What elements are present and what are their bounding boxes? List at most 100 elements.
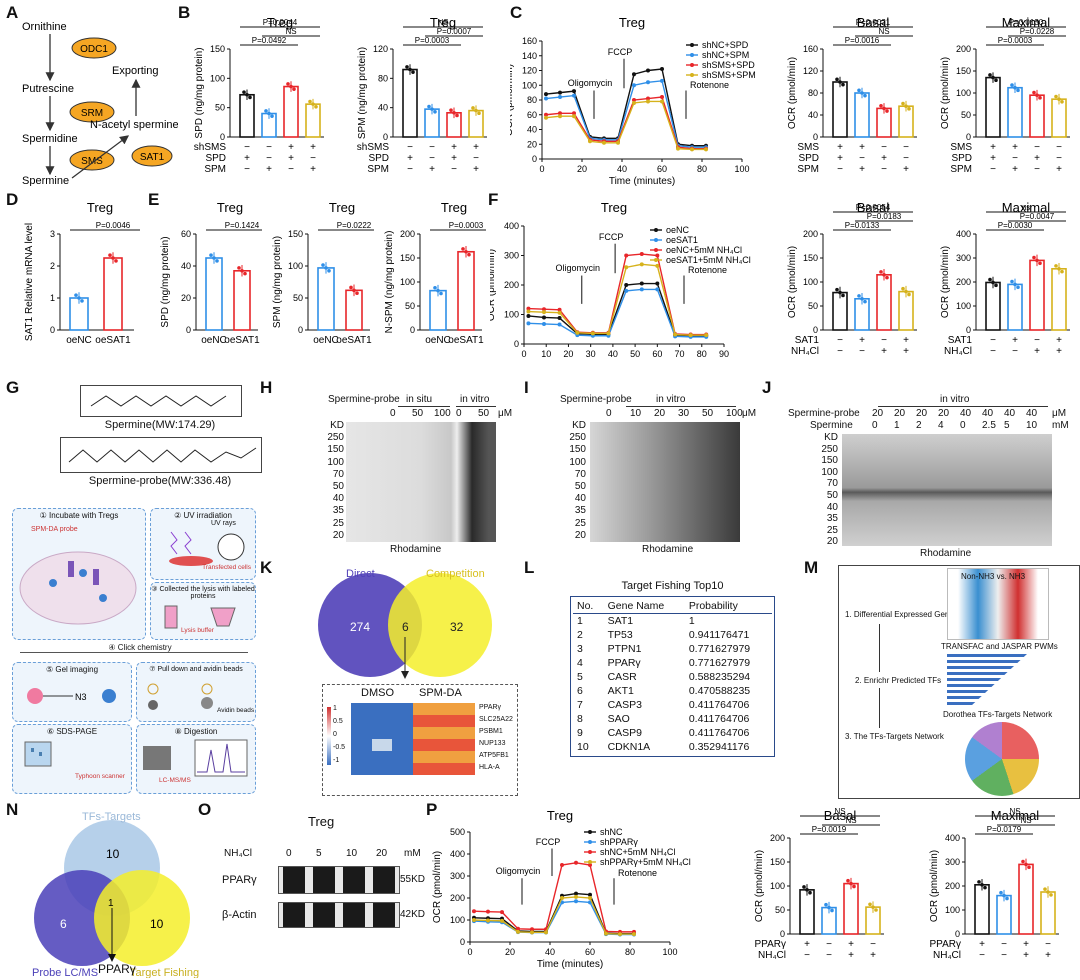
lane-label: 1 (894, 420, 900, 431)
x-tick-label: 100 (662, 947, 677, 957)
data-point (849, 881, 853, 886)
j-gel (842, 434, 1052, 546)
data-point (830, 908, 834, 913)
data-point (885, 275, 889, 280)
table-row: 5 CASR 0.588235294 (573, 670, 772, 684)
table-cell: 0.588235294 (688, 671, 751, 683)
row-sign: + (1023, 939, 1029, 950)
series-line (528, 263, 707, 336)
series-point (558, 90, 562, 95)
data-point (405, 65, 409, 69)
row-sign: + (1056, 346, 1062, 357)
data-point (1032, 90, 1036, 95)
group-label: oeNC (66, 335, 92, 346)
series-point (602, 140, 606, 145)
series-point (688, 333, 693, 338)
data-point (1054, 264, 1058, 268)
data-point (267, 111, 271, 116)
data-point (841, 82, 845, 87)
series-point (676, 146, 680, 151)
g-transfected-label: Transfected cells (202, 564, 251, 571)
row-sign: + (473, 164, 479, 175)
legend-marker (654, 258, 658, 262)
series-point (544, 112, 548, 117)
drug-label: FCCP (599, 232, 624, 242)
heat-cell (392, 703, 413, 715)
g-avidin-label: Avidin beads (217, 707, 255, 714)
m-network-wheel (965, 722, 1039, 796)
data-point (355, 291, 359, 295)
g-step7-box: ⑦ Pull down and avidin beads Avidin bead… (136, 662, 256, 722)
data-point (863, 93, 867, 98)
stat-label: NS (285, 27, 296, 36)
row-label: NH₄Cl (944, 346, 972, 357)
kd-marker: 150 (569, 444, 586, 456)
g-step1-box: ① Incubate with Tregs SPM-DA probe (12, 508, 146, 640)
heat-cell (351, 715, 372, 727)
y-tick-label: 150 (956, 66, 971, 76)
y-tick-label: 0 (813, 132, 818, 142)
j-group-underline (878, 406, 1048, 407)
data-point (838, 80, 842, 84)
probe-structure (60, 437, 262, 473)
kd-header: KD (824, 432, 838, 443)
data-point (270, 114, 274, 118)
y-tick-label: 40 (181, 261, 191, 271)
heat-cell (371, 727, 393, 739)
row-sign: − (990, 346, 996, 357)
row-sign: + (429, 164, 435, 175)
h-stain-label: Rhodamine (390, 544, 442, 555)
j-probe-row: 20 20 20 20 40 40 40 40 μM Spermine-probe (788, 408, 1080, 420)
o-conc-row: 0 5 10 20 mM (216, 848, 426, 862)
legend-label: shNC+SPD (702, 40, 749, 50)
pathway-diagram: Ornithine ODC1 Putrescine SRM Spermidine… (22, 21, 178, 186)
lane-label: 30 (678, 408, 690, 419)
chart-title: Treg (217, 200, 243, 215)
legend-marker (654, 228, 658, 232)
series-point (588, 139, 592, 144)
g-step4-label: ④ Click chemistry (108, 643, 172, 652)
data-point (452, 111, 456, 115)
y-tick-label: 50 (808, 301, 818, 311)
k-gene-list: PPARγ SLC25A22 PSBM1 NUP133 ATP5FB1 HLA-A (477, 703, 517, 775)
stat-label: NS (834, 808, 845, 816)
g-typhoon-label: Typhoon scanner (75, 773, 125, 780)
row-label: SPM (797, 164, 819, 175)
data-point (994, 78, 998, 83)
chart-title: Basal (857, 200, 890, 215)
m-step3: 3. The TFs-Targets Network (845, 732, 944, 741)
m-bars (947, 654, 1027, 706)
data-point (1060, 269, 1064, 274)
panel-label-k: K (260, 558, 273, 577)
row-sign: − (881, 164, 887, 175)
lane-label: 0 (456, 408, 462, 419)
y-tick-label: 50 (775, 905, 785, 915)
row-sign: − (826, 950, 832, 961)
series-line (545, 68, 706, 147)
row-sign: + (990, 142, 996, 153)
series-point (655, 287, 660, 292)
series-line (473, 862, 634, 933)
table-row: 9 CASP9 0.411764706 (573, 726, 772, 740)
table-cell: PTPN1 (607, 643, 642, 655)
panel-label-p: P (426, 800, 438, 819)
g-step1-label: ① Incubate with Tregs (39, 511, 119, 520)
row-sign: − (1056, 153, 1062, 164)
stat-label: P=0.0133 (845, 221, 880, 230)
series-point (526, 309, 531, 314)
bar (345, 289, 363, 331)
data-point (805, 888, 809, 892)
colorbar-tick: -1 (333, 757, 340, 764)
data-point (471, 106, 475, 110)
row-sign: + (903, 346, 909, 357)
heat-cell (454, 715, 475, 727)
heat-cell (371, 715, 393, 727)
kd-marker: 100 (821, 466, 838, 478)
y-tick-label: 0 (298, 325, 303, 335)
row-sign: − (288, 164, 294, 175)
table-cell: 0.352941176 (688, 741, 750, 753)
i-stain-label: Rhodamine (642, 544, 694, 555)
row-label: shSMS (194, 142, 227, 153)
panel-k-heatmap: DMSO SPM-DA 1 0.5 0 -0.5 -1 PPARγ SLC25A22 PSB… (322, 684, 518, 796)
